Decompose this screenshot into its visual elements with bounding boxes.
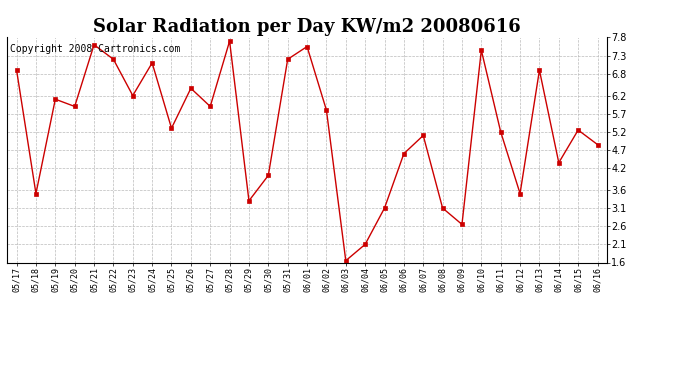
Text: Copyright 2008 Cartronics.com: Copyright 2008 Cartronics.com [10,44,180,54]
Title: Solar Radiation per Day KW/m2 20080616: Solar Radiation per Day KW/m2 20080616 [93,18,521,36]
